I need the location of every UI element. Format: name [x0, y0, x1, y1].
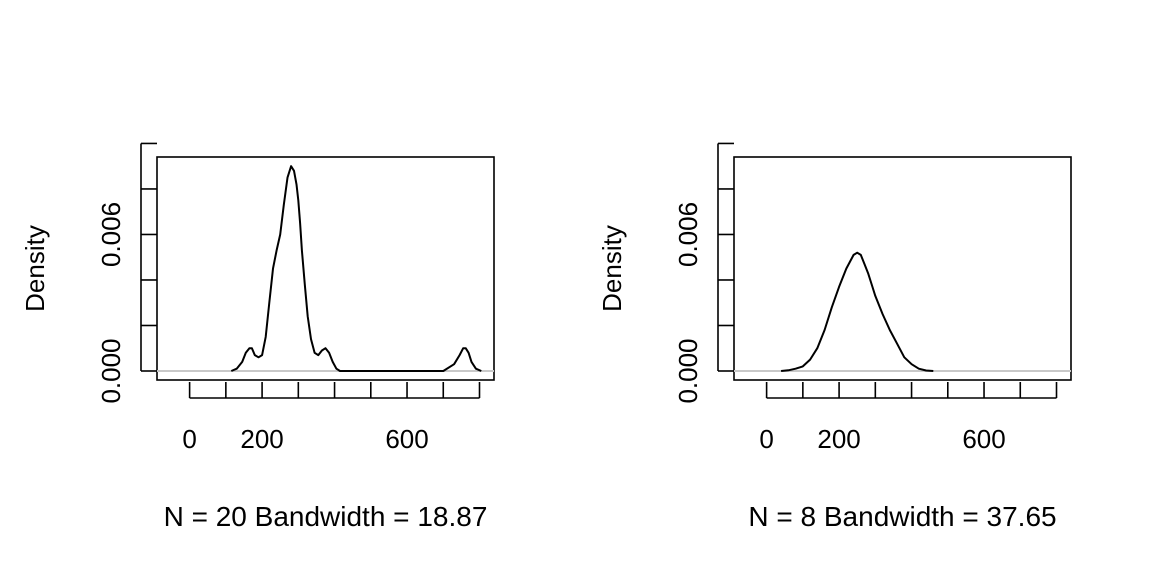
x-tick-label: 0	[759, 424, 773, 454]
y-tick-label: 0.000	[96, 338, 126, 403]
density-panel-right: 0 200 600 0.000 0.006 Density N = 8 Bandwidth …	[597, 142, 1072, 532]
x-axis-subtitle: N = 8 Bandwidth = 37.65	[748, 501, 1056, 532]
x-tick-label: 0	[182, 424, 196, 454]
x-axis-subtitle: N = 20 Bandwidth = 18.87	[164, 501, 488, 532]
y-axis-title: Density	[20, 225, 50, 312]
x-tick-label: 600	[385, 424, 428, 454]
y-tick-label: 0.006	[96, 202, 126, 267]
y-tick-label: 0.006	[673, 202, 703, 267]
y-tick-label: 0.000	[673, 338, 703, 403]
density-curve	[781, 251, 934, 372]
x-tick-label: 200	[240, 424, 283, 454]
plot-frame	[733, 156, 1072, 381]
y-axis-title: Density	[597, 225, 627, 312]
plot-frame	[156, 156, 495, 381]
density-curve	[230, 165, 482, 372]
x-tick-label: 200	[817, 424, 860, 454]
x-tick-label: 600	[962, 424, 1005, 454]
density-panel-left: 0 200 600 0.000 0.006 Density N = 20 Bandwidth…	[20, 142, 495, 532]
